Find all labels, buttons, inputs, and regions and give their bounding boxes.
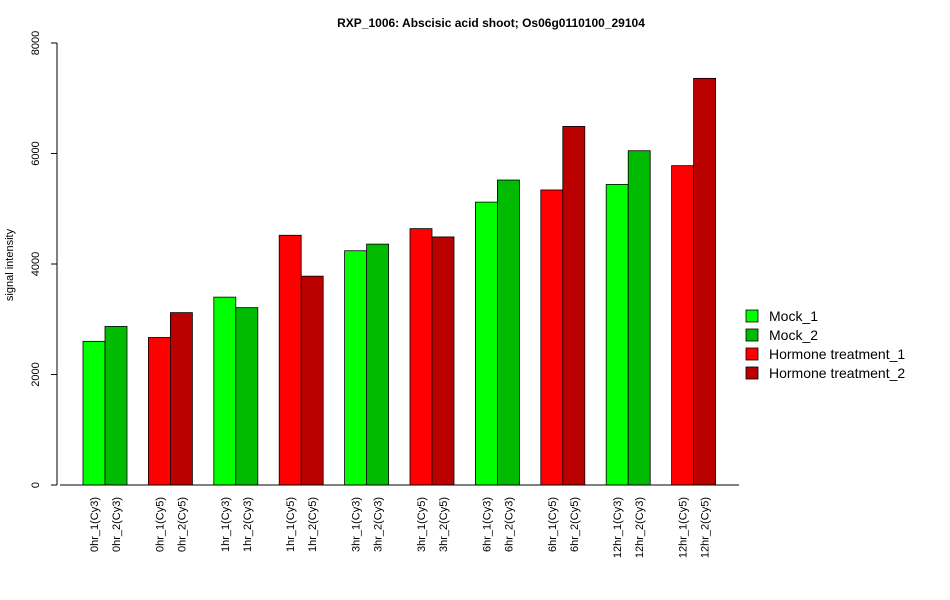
x-tick-label: 6hr_1(Cy3) bbox=[481, 497, 493, 552]
legend-label: Hormone treatment_2 bbox=[769, 365, 905, 381]
bar bbox=[213, 296, 237, 486]
legend-label: Hormone treatment_1 bbox=[769, 346, 905, 362]
y-axis-label: signal intensity bbox=[4, 228, 16, 301]
bar bbox=[82, 340, 106, 486]
x-tick-label: 12hr_1(Cy3) bbox=[612, 497, 624, 558]
bar bbox=[431, 236, 455, 486]
bar bbox=[104, 326, 128, 486]
x-tick-label: 3hr_2(Cy5) bbox=[438, 497, 450, 552]
x-tick-label: 3hr_1(Cy3) bbox=[351, 497, 363, 552]
x-tick-label: 0hr_1(Cy5) bbox=[154, 497, 166, 552]
x-tick-label: 6hr_2(Cy5) bbox=[569, 497, 581, 552]
y-tick-label: 6000 bbox=[30, 141, 42, 165]
bar bbox=[409, 228, 433, 486]
bar bbox=[278, 234, 302, 486]
bar bbox=[627, 150, 651, 486]
y-tick-label: 2000 bbox=[30, 362, 42, 386]
y-tick-label: 8000 bbox=[30, 31, 42, 55]
legend-swatch bbox=[745, 309, 759, 323]
x-tick-label: 1hr_1(Cy5) bbox=[285, 497, 297, 552]
bar bbox=[496, 179, 520, 486]
bar bbox=[671, 165, 694, 486]
x-tick-label: 12hr_2(Cy3) bbox=[634, 497, 646, 558]
x-tick-label: 3hr_2(Cy3) bbox=[373, 497, 385, 552]
legend-label: Mock_2 bbox=[769, 327, 818, 343]
bar bbox=[344, 250, 368, 486]
y-axis: 0 2000 4000 6000 8000 bbox=[30, 31, 58, 488]
bar bbox=[540, 189, 564, 486]
x-tick-label: 0hr_1(Cy3) bbox=[89, 497, 101, 552]
bar bbox=[562, 126, 586, 486]
bar bbox=[366, 243, 390, 486]
x-tick-label: 1hr_2(Cy5) bbox=[307, 497, 319, 552]
legend-swatch bbox=[745, 366, 759, 380]
legend: Mock_1 Mock_2 Hormone treatment_1 Hormone t… bbox=[745, 308, 905, 381]
y-tick-label: 0 bbox=[30, 482, 42, 488]
x-tick-label: 1hr_1(Cy3) bbox=[220, 497, 232, 552]
bar bbox=[147, 337, 171, 486]
legend-swatch bbox=[745, 347, 759, 361]
y-tick-label: 4000 bbox=[30, 252, 42, 276]
x-tick-label: 12hr_2(Cy5) bbox=[700, 497, 712, 558]
x-tick-label: 6hr_2(Cy3) bbox=[503, 497, 515, 552]
x-tick-label: 1hr_2(Cy3) bbox=[242, 497, 254, 552]
legend-swatch bbox=[745, 328, 759, 342]
x-tick-label: 0hr_2(Cy3) bbox=[111, 497, 123, 552]
bar bbox=[474, 201, 498, 486]
x-tick-labels: 0hr_1(Cy3) 0hr_2(Cy3) 0hr_1(Cy5) 0hr_2(Cy5)… bbox=[89, 497, 712, 558]
x-tick-label: 12hr_1(Cy5) bbox=[678, 497, 690, 558]
bar bbox=[693, 77, 716, 486]
bar bbox=[605, 184, 629, 486]
chart-title: RXP_1006: Abscisic acid shoot; Os06g0110… bbox=[337, 16, 645, 30]
bar bbox=[235, 307, 259, 486]
bar bbox=[169, 312, 193, 486]
x-tick-label: 3hr_1(Cy5) bbox=[416, 497, 428, 552]
legend-label: Mock_1 bbox=[769, 308, 818, 324]
x-tick-label: 6hr_1(Cy5) bbox=[547, 497, 559, 552]
x-tick-label: 0hr_2(Cy5) bbox=[176, 497, 188, 552]
bars bbox=[82, 77, 716, 486]
bar bbox=[300, 275, 324, 486]
